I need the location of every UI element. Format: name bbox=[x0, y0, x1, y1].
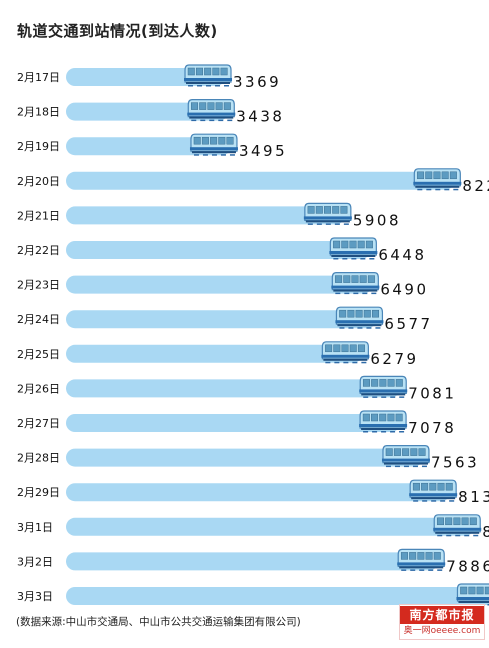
bar bbox=[66, 552, 439, 571]
bar-row: 2月29日 8139 bbox=[17, 479, 489, 506]
date-label: 3月2日 bbox=[17, 555, 53, 568]
bar-row: 2月23日 6490 bbox=[17, 272, 428, 299]
source-note: (数据来源:中山市交通局、中山市公共交通运输集团有限公司) bbox=[16, 616, 301, 628]
value-label: 6490 bbox=[380, 281, 428, 299]
bar-row: 2月26日 7081 bbox=[17, 375, 456, 402]
value-label: 7563 bbox=[431, 454, 479, 472]
train-icon bbox=[397, 548, 446, 571]
bar bbox=[66, 379, 401, 398]
bar bbox=[66, 414, 401, 432]
date-label: 2月19日 bbox=[17, 140, 60, 153]
value-label: 6577 bbox=[384, 315, 432, 333]
train-icon bbox=[329, 237, 378, 260]
bar bbox=[66, 517, 475, 536]
train-icon bbox=[381, 445, 430, 468]
bar bbox=[66, 171, 455, 190]
date-label: 2月26日 bbox=[17, 382, 60, 395]
train-icon bbox=[321, 341, 370, 364]
train-icon bbox=[359, 410, 408, 433]
value-label: 8649 bbox=[482, 523, 489, 541]
bar bbox=[66, 241, 371, 259]
date-label: 2月29日 bbox=[17, 486, 60, 499]
bar-row: 2月19日 3495 bbox=[17, 133, 287, 160]
value-label: 6279 bbox=[370, 350, 418, 368]
bar-row: 3月1日 8649 bbox=[17, 514, 489, 541]
value-label: 8227 bbox=[462, 177, 489, 195]
train-icon bbox=[409, 479, 458, 502]
newspaper-logo: 南方都市报 奥一网oeeee.com bbox=[399, 604, 485, 640]
bar-chart: 2月17日 3369 2月18日 3438 2月19日 3495 2月20日 8227 2月21… bbox=[17, 64, 489, 606]
train-icon bbox=[413, 168, 462, 191]
value-label: 7078 bbox=[408, 419, 456, 437]
train-icon bbox=[359, 375, 408, 398]
date-label: 2月17日 bbox=[17, 71, 60, 84]
train-icon bbox=[184, 64, 233, 87]
date-label: 2月23日 bbox=[17, 279, 60, 292]
bar-row: 2月18日 3438 bbox=[17, 99, 284, 126]
date-label: 3月1日 bbox=[17, 521, 53, 534]
date-label: 2月28日 bbox=[17, 452, 60, 465]
bar-row: 2月28日 7563 bbox=[17, 445, 479, 472]
chart-title: 轨道交通到站情况(到达人数) bbox=[17, 22, 218, 40]
train-icon bbox=[303, 202, 352, 225]
bar-row: 2月20日 8227 bbox=[17, 168, 489, 195]
date-label: 2月20日 bbox=[17, 175, 60, 188]
value-label: 5908 bbox=[353, 211, 401, 229]
date-label: 2月21日 bbox=[17, 209, 60, 222]
date-label: 2月18日 bbox=[17, 106, 60, 119]
bar-row: 2月17日 3369 bbox=[17, 64, 281, 91]
bar-row: 2月24日 6577 bbox=[17, 306, 432, 333]
logo-sub-text: 奥一网oeeee.com bbox=[403, 626, 481, 636]
value-label: 6448 bbox=[378, 246, 426, 264]
bar bbox=[66, 310, 377, 329]
bar bbox=[66, 483, 451, 502]
bar bbox=[66, 137, 231, 156]
train-icon bbox=[331, 272, 380, 295]
value-label: 8139 bbox=[458, 488, 489, 506]
bar bbox=[66, 344, 363, 363]
bar bbox=[66, 275, 373, 294]
train-icon bbox=[433, 514, 482, 537]
bar-row: 2月27日 7078 bbox=[17, 410, 456, 437]
train-icon bbox=[187, 99, 236, 122]
bar-row: 2月25日 6279 bbox=[17, 341, 418, 368]
date-label: 2月25日 bbox=[17, 348, 60, 361]
bar bbox=[66, 448, 423, 467]
logo-main-text: 南方都市报 bbox=[400, 606, 484, 624]
value-label: 7081 bbox=[408, 384, 456, 402]
date-label: 3月3日 bbox=[17, 590, 53, 603]
date-label: 2月24日 bbox=[17, 313, 60, 326]
train-icon bbox=[456, 583, 489, 606]
date-label: 2月22日 bbox=[17, 244, 60, 257]
bar-row: 2月21日 5908 bbox=[17, 202, 401, 229]
bar-row: 3月3日9141 bbox=[17, 583, 489, 606]
bar-row: 2月22日 6448 bbox=[17, 237, 426, 264]
train-icon bbox=[335, 306, 384, 329]
value-label: 3438 bbox=[236, 108, 284, 126]
train-icon bbox=[189, 133, 238, 156]
date-label: 2月27日 bbox=[17, 417, 60, 430]
value-label: 3369 bbox=[233, 73, 281, 91]
bar-row: 3月2日 7886 bbox=[17, 548, 489, 575]
value-label: 7886 bbox=[446, 557, 489, 575]
value-label: 3495 bbox=[239, 142, 287, 160]
bar bbox=[66, 587, 489, 605]
bar bbox=[66, 206, 345, 225]
